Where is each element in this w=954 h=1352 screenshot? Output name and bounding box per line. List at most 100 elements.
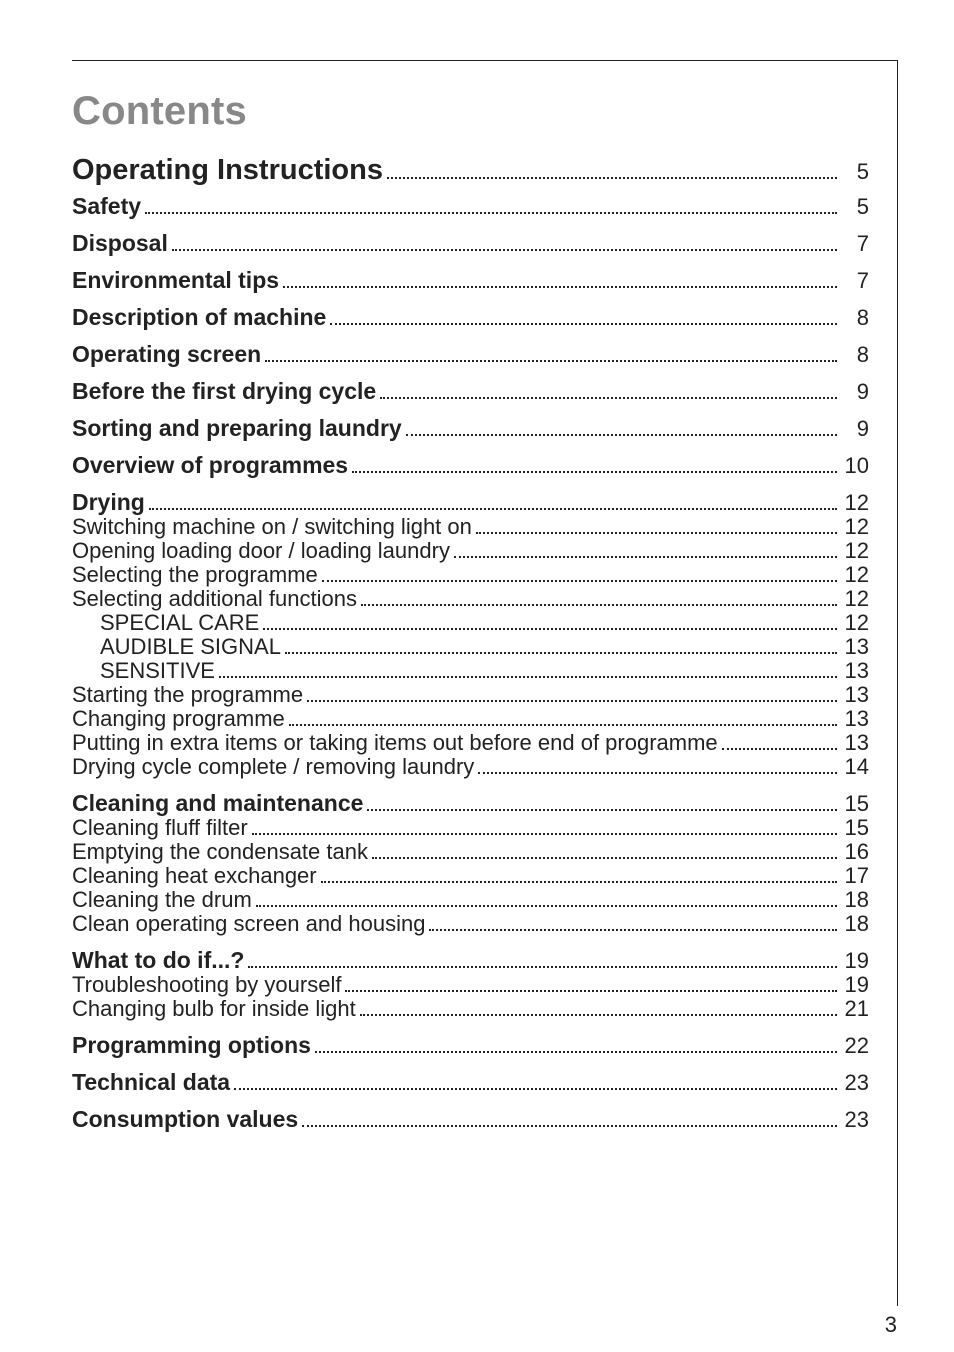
toc-entry-page: 12 — [841, 492, 869, 514]
toc-entry-page: 16 — [841, 841, 869, 863]
toc-entry-label: Environmental tips — [72, 269, 279, 292]
toc-entry-page: 17 — [841, 865, 869, 887]
page-title: Contents — [72, 89, 869, 134]
toc-entry-label: Opening loading door / loading laundry — [72, 540, 450, 562]
toc-entry-page: 13 — [841, 684, 869, 706]
toc-entry-page: 12 — [841, 564, 869, 586]
toc-entry: Selecting the programme 12 — [72, 564, 869, 586]
toc-entry-label: SPECIAL CARE — [100, 612, 259, 634]
toc-entry-label: Overview of programmes — [72, 454, 348, 477]
toc-entry: Description of machine 8 — [72, 306, 869, 329]
toc-entry: Cleaning the drum 18 — [72, 889, 869, 911]
toc-entry: Starting the programme13 — [72, 684, 869, 706]
toc-entry-page: 8 — [841, 307, 869, 329]
toc-entry-label: Before the first drying cycle — [72, 380, 376, 403]
toc-entry-label: Technical data — [72, 1071, 230, 1094]
toc-entry-page: 23 — [841, 1109, 869, 1131]
toc-leader-dots — [372, 846, 837, 859]
toc-entry: Cleaning heat exchanger17 — [72, 865, 869, 887]
toc-entry: Overview of programmes 10 — [72, 454, 869, 477]
toc-entry-page: 10 — [841, 455, 869, 477]
toc-leader-dots — [454, 545, 837, 558]
toc-entry: Operating screen 8 — [72, 343, 869, 366]
toc-entry: SPECIAL CARE 12 — [72, 612, 869, 634]
toc-leader-dots — [322, 569, 837, 582]
toc-entry-page: 12 — [841, 588, 869, 610]
toc-entry-page: 23 — [841, 1072, 869, 1094]
toc-leader-dots — [219, 665, 837, 678]
toc-entry-label: Safety — [72, 195, 141, 218]
toc-entry-label: Selecting the programme — [72, 564, 318, 586]
toc-leader-dots — [256, 894, 837, 907]
toc-entry-label: Cleaning the drum — [72, 889, 252, 911]
page-content: Contents Operating Instructions5 Safety 5 D… — [72, 60, 898, 1306]
toc-leader-dots — [406, 423, 837, 437]
toc-leader-dots — [387, 163, 837, 180]
toc-leader-dots — [145, 201, 837, 215]
toc-leader-dots — [360, 1003, 837, 1016]
toc-leader-dots — [367, 798, 837, 812]
toc-leader-dots — [248, 955, 837, 969]
toc-entry-label: Cleaning and maintenance — [72, 792, 363, 815]
toc-entry-label: Operating screen — [72, 343, 261, 366]
toc-entry-page: 18 — [841, 889, 869, 911]
toc-leader-dots — [307, 689, 837, 702]
toc-entry-page: 9 — [841, 381, 869, 403]
toc-entry: Drying 12 — [72, 491, 869, 514]
toc-entry-label: Programming options — [72, 1034, 311, 1057]
toc-entry-label: Disposal — [72, 232, 168, 255]
toc-entry-label: Clean operating screen and housing — [72, 913, 425, 935]
toc-entry-page: 18 — [841, 913, 869, 935]
toc-leader-dots — [252, 822, 837, 835]
toc-leader-dots — [263, 617, 837, 630]
toc-entry-page: 12 — [841, 612, 869, 634]
toc-entry-page: 13 — [841, 732, 869, 754]
toc-entry: Disposal 7 — [72, 232, 869, 255]
toc-entry-page: 12 — [841, 540, 869, 562]
toc-entry-page: 7 — [841, 233, 869, 255]
toc-entry: Clean operating screen and housing 18 — [72, 913, 869, 935]
toc-entry: Selecting additional functions12 — [72, 588, 869, 610]
toc-entry: What to do if...? 19 — [72, 949, 869, 972]
toc-entry: Emptying the condensate tank 16 — [72, 841, 869, 863]
toc-leader-dots — [315, 1040, 837, 1054]
toc-entry: Cleaning fluff filter15 — [72, 817, 869, 839]
toc-leader-dots — [234, 1077, 837, 1091]
toc-entry-label: Description of machine — [72, 306, 326, 329]
toc-entry-label: Consumption values — [72, 1108, 298, 1131]
toc-entry: Changing bulb for inside light 21 — [72, 998, 869, 1020]
toc-entry-page: 8 — [841, 344, 869, 366]
toc-entry-page: 13 — [841, 708, 869, 730]
toc-leader-dots — [302, 1114, 837, 1128]
page-number: 3 — [885, 1312, 897, 1338]
toc-entry-page: 5 — [841, 196, 869, 218]
toc-leader-dots — [380, 386, 837, 400]
toc-leader-dots — [429, 918, 837, 931]
toc-entry-label: What to do if...? — [72, 949, 244, 972]
toc-entry-label: Switching machine on / switching light o… — [72, 516, 472, 538]
toc-entry: AUDIBLE SIGNAL13 — [72, 636, 869, 658]
toc-entry: Putting in extra items or taking items o… — [72, 732, 869, 754]
toc-entry: Changing programme 13 — [72, 708, 869, 730]
toc-entry-label: Changing programme — [72, 708, 285, 730]
toc-entry-page: 21 — [841, 998, 869, 1020]
table-of-contents: Operating Instructions5 Safety 5 Disposal 7 E… — [72, 156, 869, 1131]
toc-leader-dots — [476, 521, 837, 534]
toc-entry-label: AUDIBLE SIGNAL — [100, 636, 281, 658]
toc-leader-dots — [289, 713, 837, 726]
toc-entry: Safety 5 — [72, 195, 869, 218]
toc-entry-page: 19 — [841, 950, 869, 972]
toc-entry-page: 13 — [841, 660, 869, 682]
toc-entry: SENSITIVE13 — [72, 660, 869, 682]
toc-entry: Programming options22 — [72, 1034, 869, 1057]
toc-entry-label: Putting in extra items or taking items o… — [72, 732, 718, 754]
toc-leader-dots — [265, 349, 837, 363]
toc-entry-label: Emptying the condensate tank — [72, 841, 368, 863]
toc-entry-page: 5 — [841, 161, 869, 183]
toc-entry-label: Changing bulb for inside light — [72, 998, 356, 1020]
toc-entry: Switching machine on / switching light o… — [72, 516, 869, 538]
toc-entry: Operating Instructions5 — [72, 156, 869, 185]
toc-leader-dots — [722, 737, 837, 750]
toc-entry-page: 19 — [841, 974, 869, 996]
toc-entry-label: Drying — [72, 491, 145, 514]
